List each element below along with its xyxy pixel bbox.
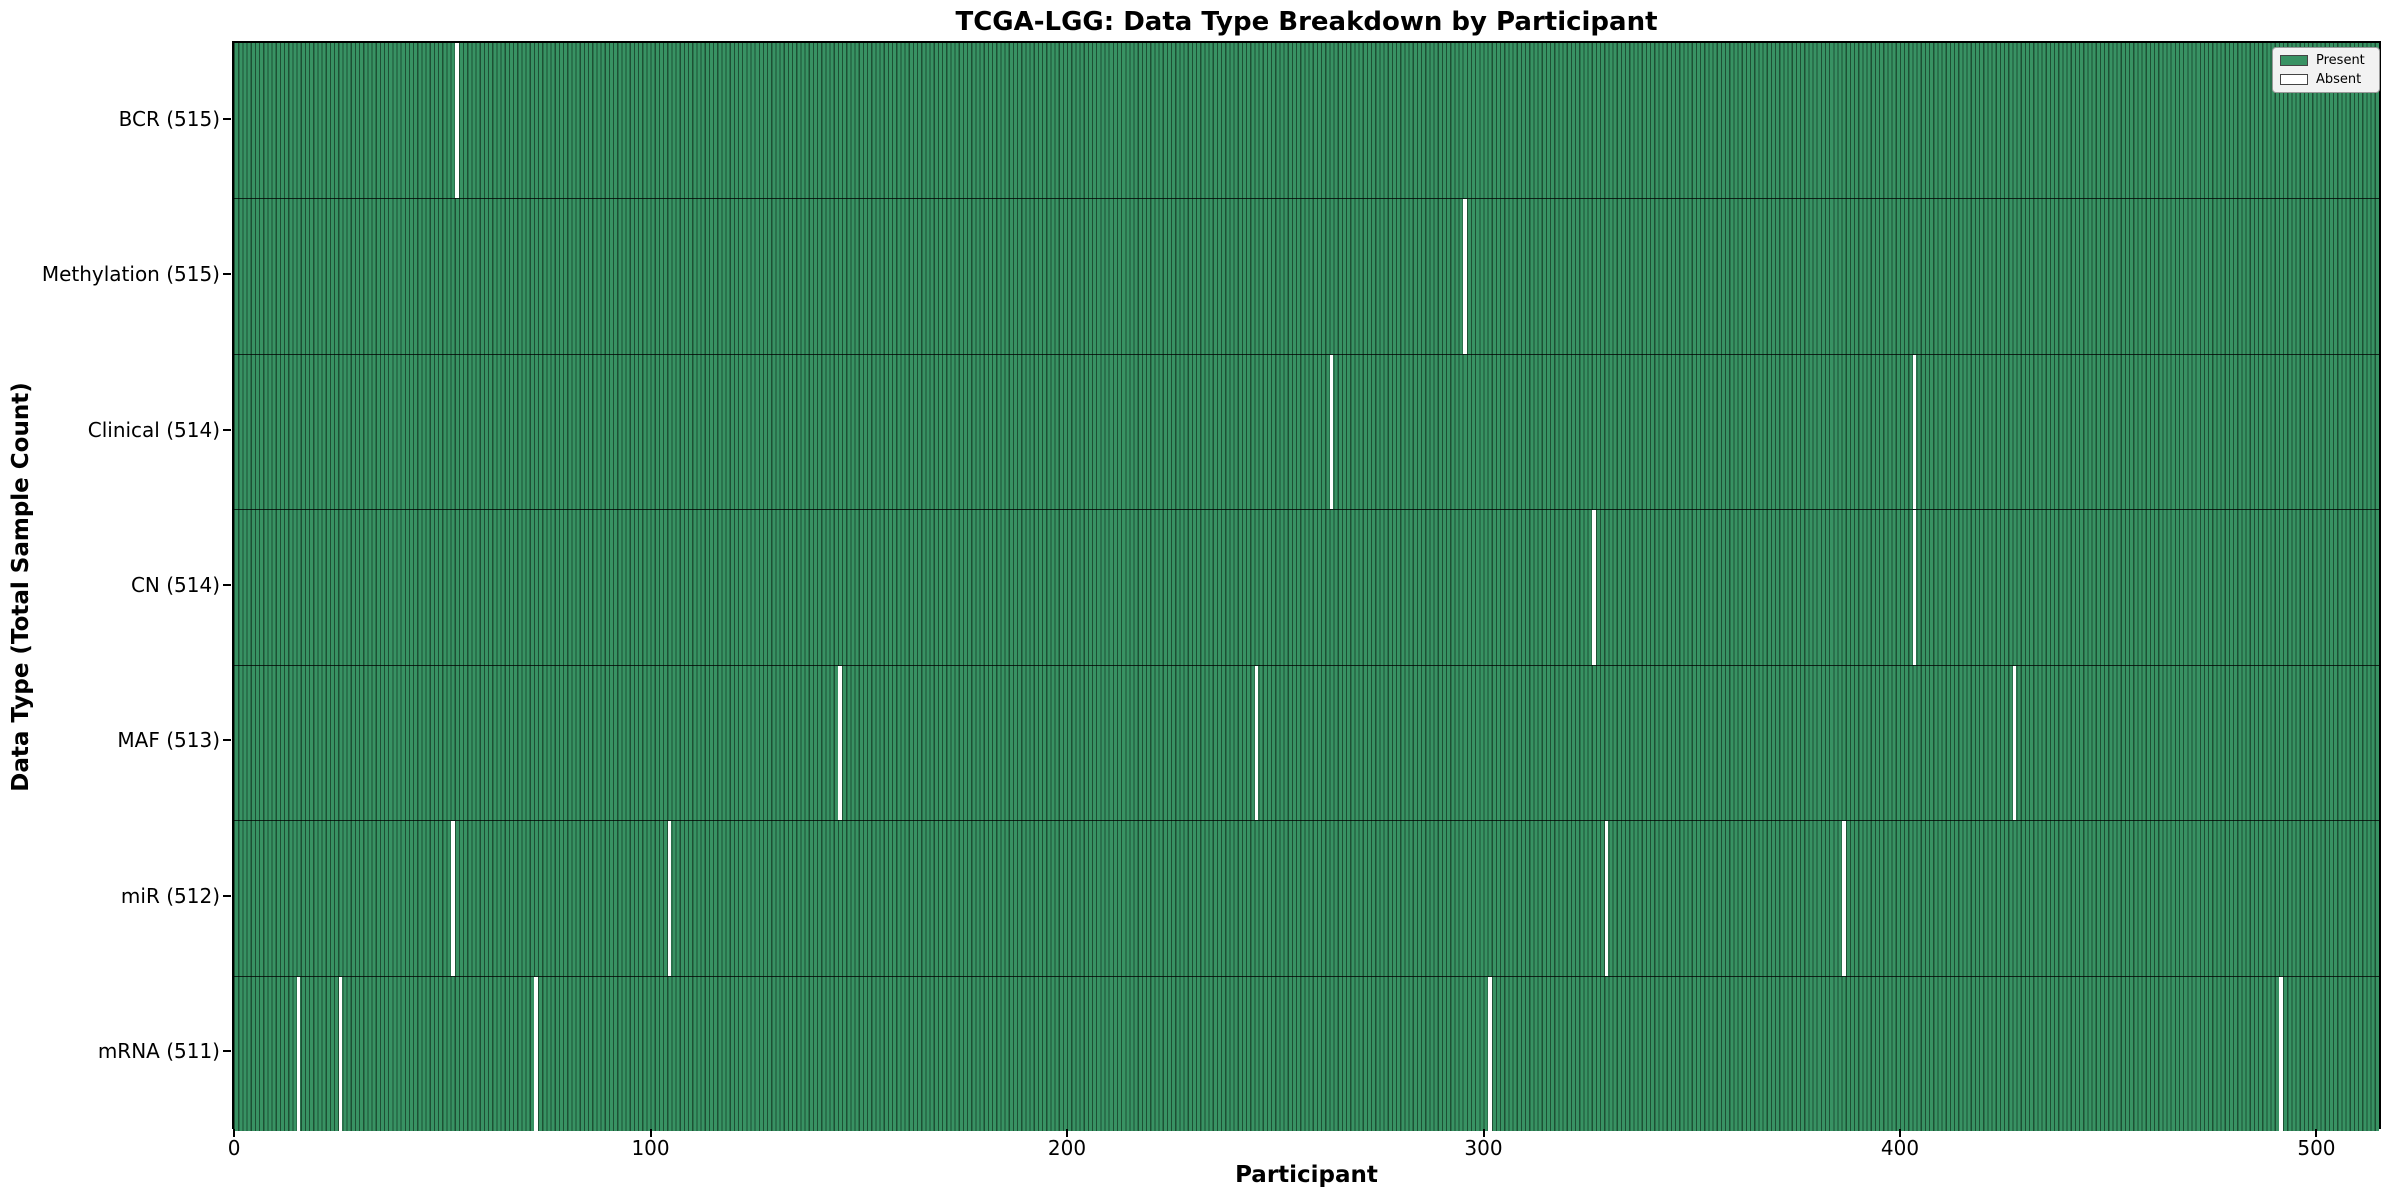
plot-area [232, 41, 2381, 1131]
y-tick-label-BCR: BCR (515) [118, 106, 220, 131]
data-row-miR [234, 820, 2379, 976]
x-tick-mark [1898, 1129, 1901, 1137]
chart-title: TCGA-LGG: Data Type Breakdown by Partici… [955, 7, 1658, 37]
absent-gap [338, 976, 343, 1131]
legend-label: Absent [2316, 72, 2362, 87]
y-tick-mark [223, 584, 231, 586]
x-tick-label-0: 0 [227, 1136, 241, 1160]
x-tick-label-300: 300 [1464, 1136, 1503, 1160]
y-tick-mark [223, 739, 231, 742]
x-axis-label: Participant [1235, 1162, 1378, 1188]
absent-gap [296, 976, 301, 1131]
absent-gap [1462, 199, 1467, 354]
absent-gap [1592, 510, 1596, 665]
x-tick-mark [233, 1129, 236, 1137]
data-row-Clinical [234, 353, 2379, 510]
y-tick-label-mRNA: mRNA (511) [97, 1039, 220, 1064]
legend-label: Present [2316, 53, 2365, 68]
x-tick-label-200: 200 [1047, 1136, 1087, 1160]
data-row-mRNA [234, 975, 2379, 1131]
x-tick-label-100: 100 [631, 1136, 670, 1160]
x-tick-mark [1482, 1129, 1485, 1137]
y-tick-mark [223, 1050, 231, 1053]
x-tick-label-500: 500 [2297, 1136, 2336, 1160]
x-tick-label-400: 400 [1880, 1136, 1920, 1160]
legend-item-present: Present [2280, 54, 2372, 67]
y-tick-mark [223, 117, 231, 120]
absent-gap [1912, 510, 1917, 665]
y-tick-label-miR: miR (512) [120, 883, 220, 908]
x-tick-mark [1066, 1129, 1069, 1137]
data-row-CN [234, 509, 2379, 665]
y-tick-label-MAF: MAF (513) [117, 728, 220, 753]
legend: Present Absent [2272, 47, 2380, 93]
data-row-MAF [234, 664, 2379, 821]
absent-gap [1841, 821, 1846, 976]
x-tick-mark [2315, 1129, 2318, 1137]
y-tick-label-Methylation: Methylation (515) [41, 262, 220, 287]
absent-swatch-icon [2280, 74, 2308, 85]
legend-item-absent: Absent [2280, 73, 2372, 86]
absent-gap [455, 43, 459, 199]
absent-gap [1254, 665, 1259, 821]
y-tick-label-Clinical: Clinical (514) [87, 417, 220, 442]
absent-gap [1487, 976, 1492, 1131]
absent-gap [2279, 976, 2283, 1131]
absent-gap [534, 976, 538, 1131]
data-row-Methylation [234, 198, 2379, 354]
absent-gap [450, 821, 455, 976]
y-tick-mark [223, 428, 231, 431]
absent-gap [1329, 354, 1334, 510]
absent-gap [838, 665, 842, 821]
y-tick-mark [223, 273, 231, 276]
x-tick-mark [649, 1129, 652, 1137]
absent-gap [667, 821, 672, 976]
absent-gap [2012, 665, 2017, 821]
y-tick-label-CN: CN (514) [130, 573, 220, 597]
data-row-BCR [234, 43, 2379, 199]
y-tick-mark [223, 894, 231, 897]
present-swatch-icon [2280, 55, 2308, 66]
absent-gap [1604, 821, 1609, 976]
absent-gap [1912, 354, 1917, 510]
